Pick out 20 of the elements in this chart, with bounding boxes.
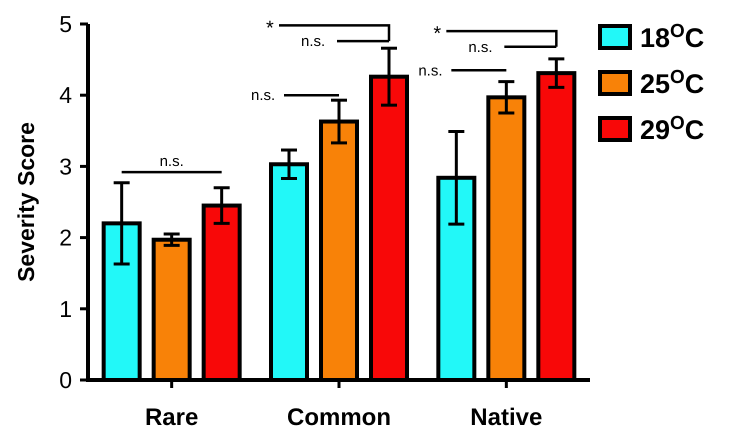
legend-label: 25$^{O}$C: [640, 66, 704, 99]
y-tick-label: 0: [59, 367, 72, 393]
y-tick-label: 4: [59, 82, 72, 108]
annotation: n.s.: [160, 153, 184, 170]
annotation: n.s.: [468, 38, 493, 56]
annotation: n.s.: [301, 33, 326, 50]
legend-label: 18$^{O}$C: [640, 20, 704, 53]
x-tick-label: Common: [287, 404, 391, 431]
annotation: *: [266, 17, 274, 40]
y-tick-label: 3: [59, 153, 72, 180]
legend-label: 29$^{O}$C: [640, 112, 704, 145]
y-tick-label: 5: [59, 11, 72, 37]
x-tick-label: Native: [470, 404, 542, 431]
annotation: n.s.: [418, 62, 443, 80]
x-tick-label: Rare: [144, 404, 198, 431]
y-axis-title: Severity Score: [13, 122, 39, 282]
annotation: n.s.: [251, 87, 276, 104]
y-tick-label: 2: [59, 224, 72, 251]
y-tick-label: 1: [59, 296, 72, 322]
annotation: *: [433, 23, 442, 46]
